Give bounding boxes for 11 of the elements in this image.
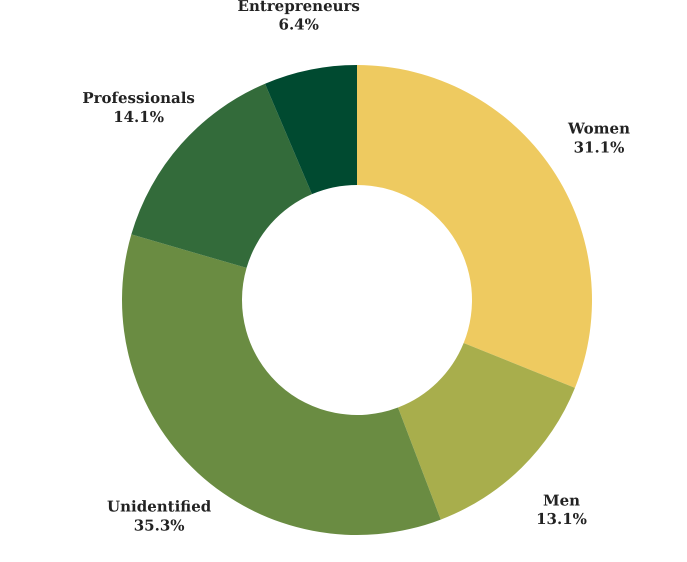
data-label: 13.1% (536, 510, 587, 528)
donut-slice (265, 65, 357, 194)
slice-label: Professionals (82, 89, 195, 108)
slice-label: Women (567, 120, 630, 138)
slice-label: Unidentified (107, 498, 212, 516)
slice-label: Men (542, 491, 580, 510)
data-label: 35.3% (134, 516, 185, 534)
data-label: 14.1% (113, 108, 164, 126)
slice-label: Entrepreneurs (238, 0, 360, 15)
data-label: 6.4% (278, 16, 319, 34)
data-label: 31.1% (574, 138, 624, 156)
